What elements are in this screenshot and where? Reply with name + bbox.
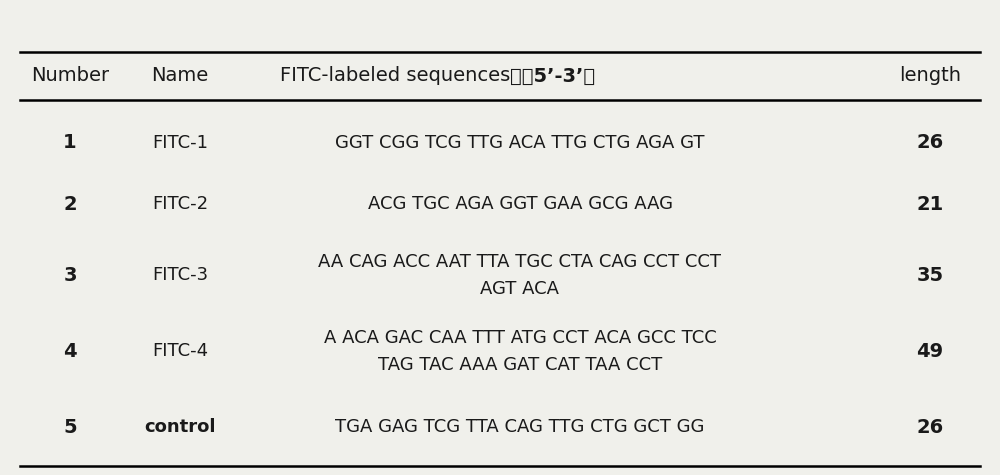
Text: A ACA GAC CAA TTT ATG CCT ACA GCC TCC: A ACA GAC CAA TTT ATG CCT ACA GCC TCC [324, 330, 716, 347]
Text: AA CAG ACC AAT TTA TGC CTA CAG CCT CCT: AA CAG ACC AAT TTA TGC CTA CAG CCT CCT [318, 254, 722, 271]
Text: control: control [144, 418, 216, 437]
Text: FITC-1: FITC-1 [152, 133, 208, 152]
Text: length: length [899, 66, 961, 85]
Text: 4: 4 [63, 342, 77, 361]
Text: 3: 3 [63, 266, 77, 285]
Text: 26: 26 [916, 133, 944, 152]
Text: 1: 1 [63, 133, 77, 152]
Text: 2: 2 [63, 195, 77, 214]
Text: 21: 21 [916, 195, 944, 214]
Text: TAG TAC AAA GAT CAT TAA CCT: TAG TAC AAA GAT CAT TAA CCT [378, 356, 662, 373]
Text: AGT ACA: AGT ACA [480, 280, 560, 297]
Text: 49: 49 [916, 342, 944, 361]
Text: FITC-3: FITC-3 [152, 266, 208, 285]
Text: FITC-labeled sequences: FITC-labeled sequences [280, 66, 510, 85]
Text: FITC-2: FITC-2 [152, 195, 208, 213]
Text: TGA GAG TCG TTA CAG TTG CTG GCT GG: TGA GAG TCG TTA CAG TTG CTG GCT GG [335, 418, 705, 437]
Text: 26: 26 [916, 418, 944, 437]
Text: Number: Number [31, 66, 109, 85]
Text: 5: 5 [63, 418, 77, 437]
Text: （5’-3’）: （5’-3’） [510, 66, 595, 85]
Text: GGT CGG TCG TTG ACA TTG CTG AGA GT: GGT CGG TCG TTG ACA TTG CTG AGA GT [335, 133, 705, 152]
Text: FITC-4: FITC-4 [152, 342, 208, 361]
Text: 35: 35 [916, 266, 944, 285]
Text: Name: Name [151, 66, 209, 85]
Text: ACG TGC AGA GGT GAA GCG AAG: ACG TGC AGA GGT GAA GCG AAG [368, 195, 672, 213]
